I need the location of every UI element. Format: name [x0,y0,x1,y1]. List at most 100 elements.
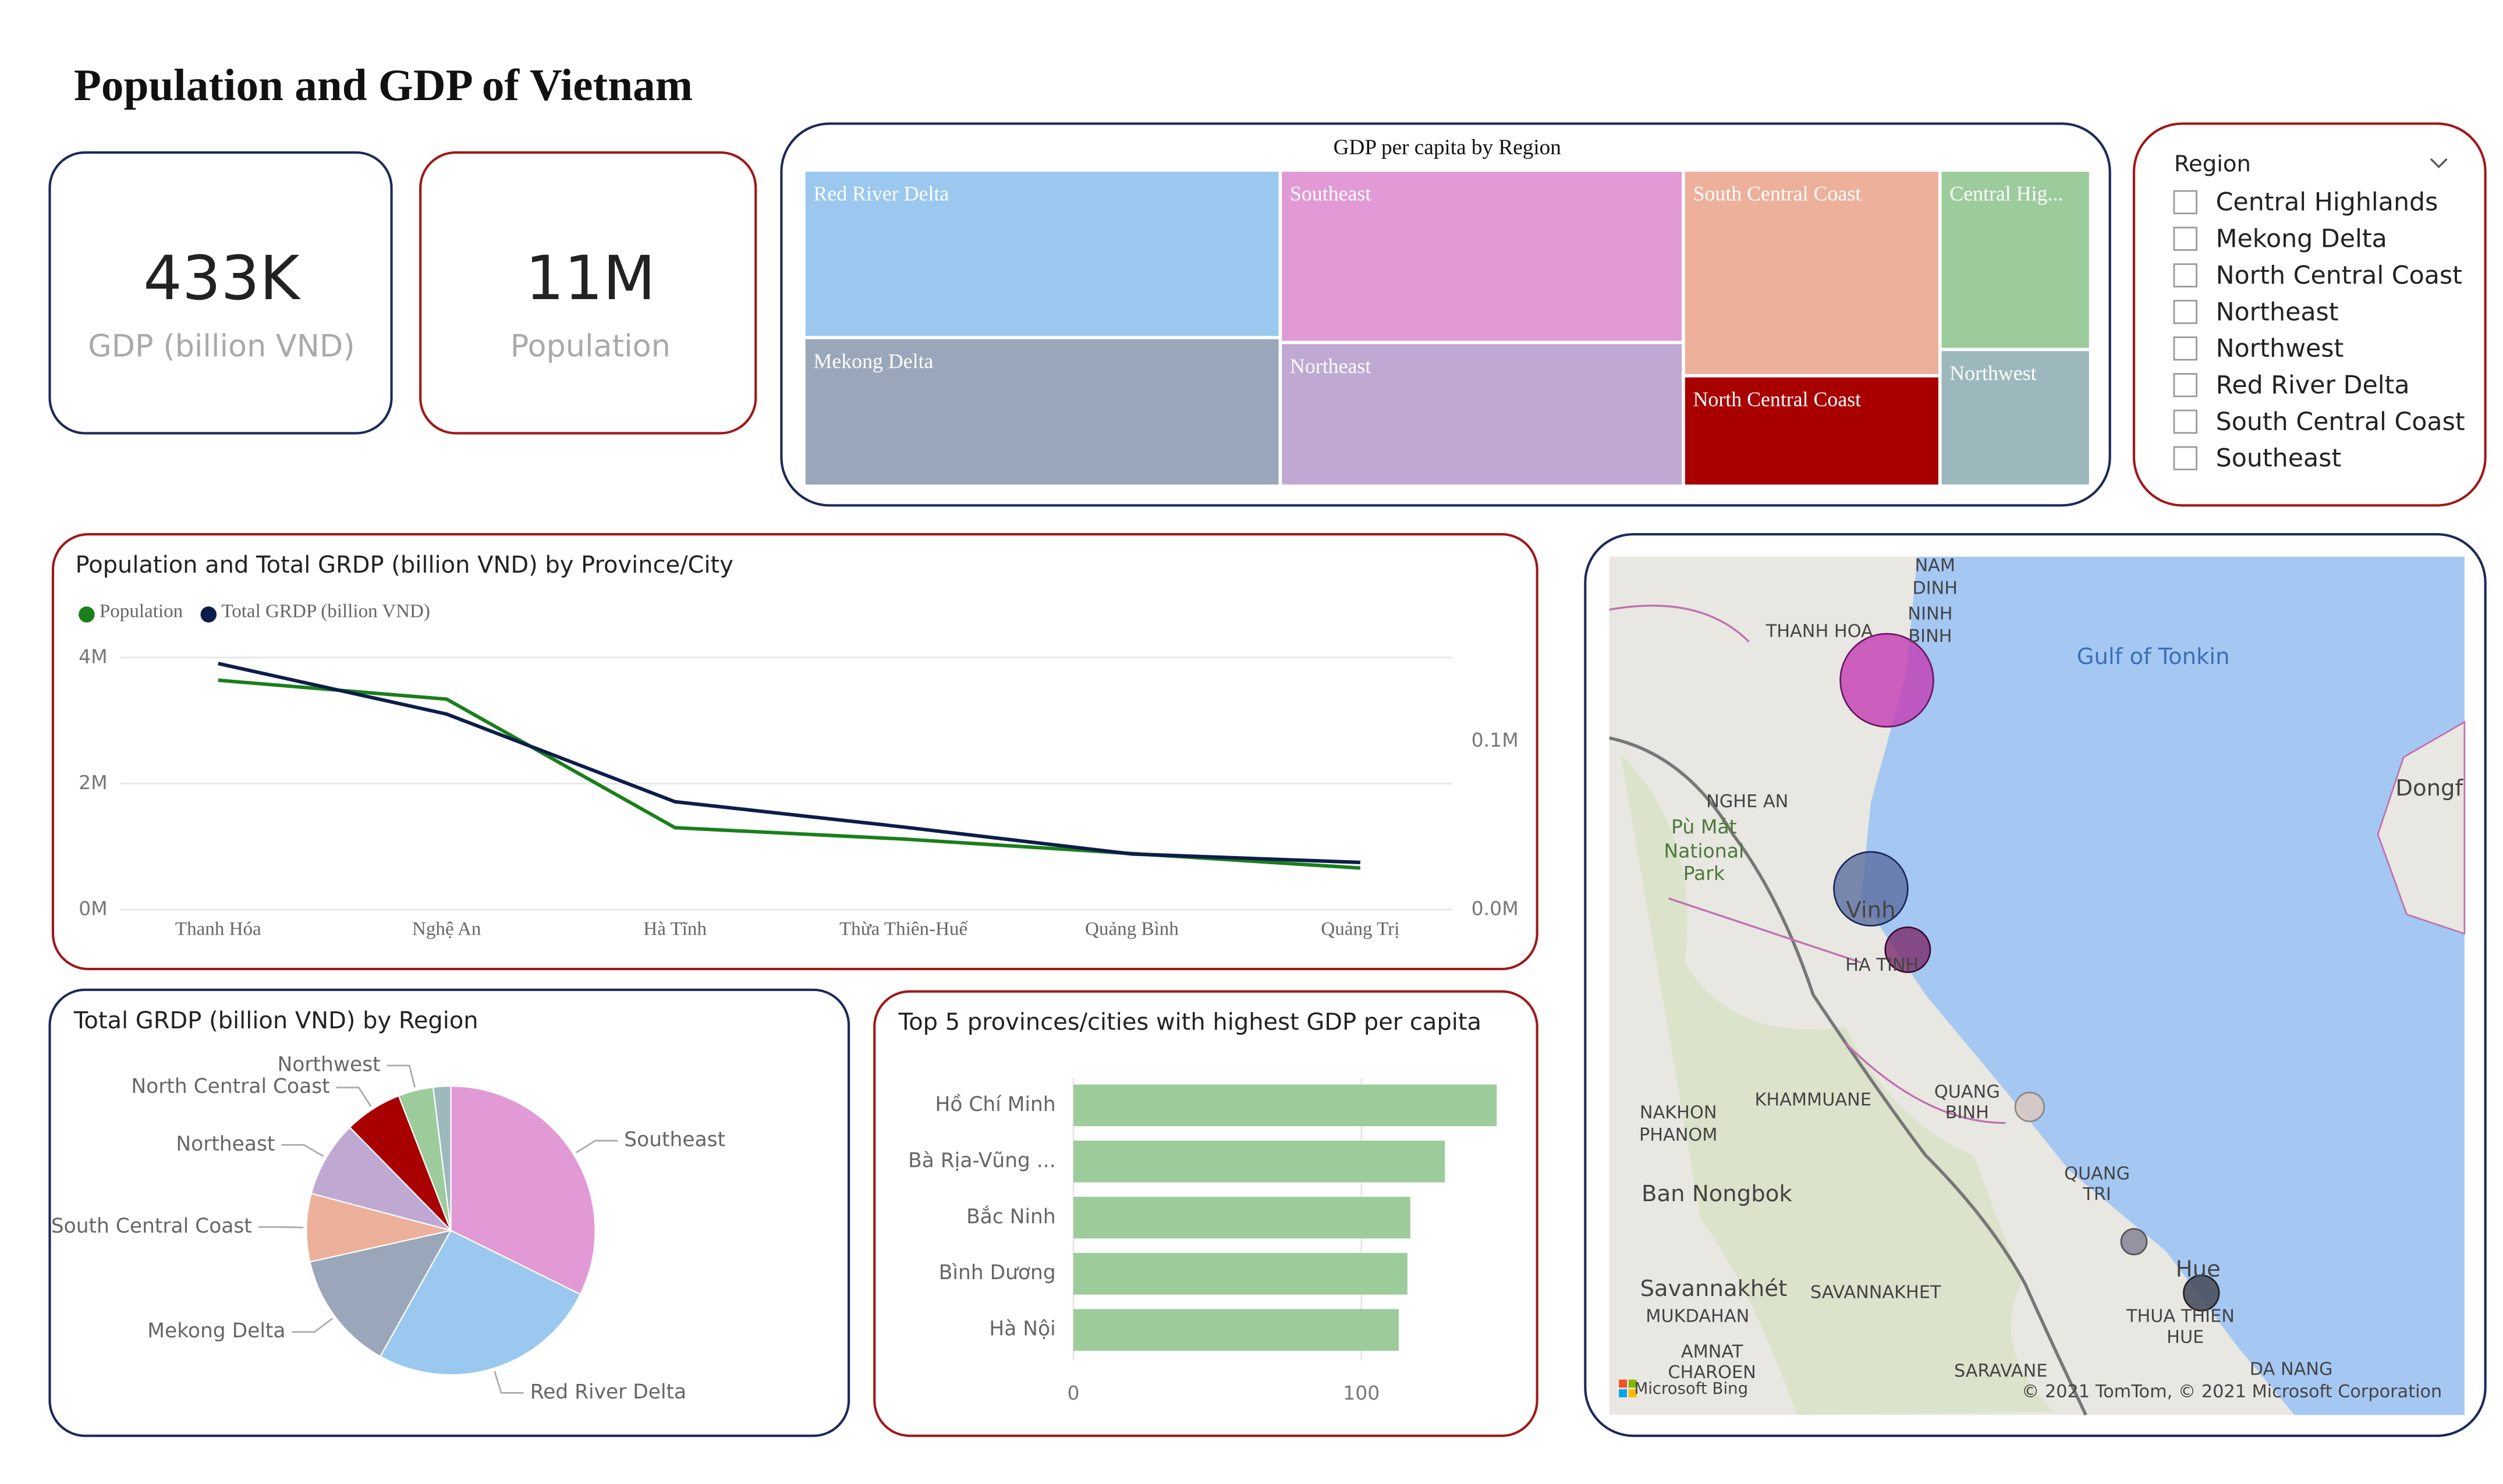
x-tick-label: Quảng Trị [1321,918,1399,939]
slicer-item[interactable]: Southeast [2216,444,2342,473]
pie-label: Southeast [624,1128,725,1152]
leader-line [576,1139,618,1153]
map [1609,556,2466,1416]
bing-logo [1628,1389,1637,1397]
leader-line [387,1064,416,1088]
card-value: 433K [143,243,301,314]
bar[interactable] [1073,1140,1445,1183]
map-label: Vinh [1846,897,1895,923]
bing-logo [1619,1389,1627,1397]
line-panel [51,532,1538,971]
map-bubble[interactable] [2014,1091,2045,1123]
map-label: Ban Nongbok [1642,1181,1792,1207]
legend-marker [79,606,95,623]
slicer-item[interactable]: Red River Delta [2216,371,2410,400]
bar-title: Top 5 provinces/cities with highest GDP … [898,1009,1481,1036]
slicer-item[interactable]: Mekong Delta [2216,225,2387,254]
x-tick-label: Quảng Bình [1085,918,1179,939]
x-tick-label: Thừa Thiên-Huế [839,918,969,939]
map-bubble[interactable] [1884,926,1931,973]
y2-tick-label: 0.0M [1472,897,1519,920]
pie-label: Northwest [278,1053,381,1076]
bar[interactable] [1073,1084,1497,1127]
map-sea [1861,556,2465,1415]
pie-slice[interactable] [379,1229,582,1376]
checkbox[interactable] [2173,300,2197,324]
map-label: © 2021 TomTom, © 2021 Microsoft Corporat… [2022,1382,2442,1402]
map-label: BINH [1908,626,1952,647]
pie-slice[interactable] [306,1192,451,1263]
slicer-item[interactable]: South Central Coast [2216,407,2465,436]
map-label: NAKHON [1640,1103,1717,1123]
map-label: PHANOM [1639,1125,1718,1145]
slicer-panel [2132,122,2487,507]
x-tick-label: 0 [1068,1382,1080,1404]
slicer-item[interactable]: North Central Coast [2216,261,2462,290]
map-label: Microsoft Bing [1634,1379,1748,1398]
map-terrain [1620,754,2054,1415]
bar[interactable] [1073,1252,1408,1295]
bar[interactable] [1073,1309,1399,1351]
pie-slice[interactable] [310,1126,453,1232]
map-label: NINH [1908,603,1952,624]
treemap-label: Northwest [1949,361,2036,385]
checkbox[interactable] [2173,263,2197,287]
map-bubble[interactable] [1839,633,1934,728]
map-island [2377,720,2466,935]
leader-line [336,1087,372,1107]
pie-label: Mekong Delta [147,1319,285,1343]
checkbox[interactable] [2173,373,2197,397]
pie-slice[interactable] [309,1229,452,1358]
slicer-item[interactable]: Northeast [2216,297,2339,326]
dropdown-chevron[interactable] [2430,158,2448,169]
treemap-label: Central Hig... [1949,182,2063,205]
y-tick-label: 4M [79,645,108,668]
treemap-label: North Central Coast [1693,388,1862,411]
treemap-tile[interactable] [1278,340,1685,488]
checkbox[interactable] [2173,336,2197,361]
bar[interactable] [1073,1197,1410,1239]
treemap-tile[interactable] [802,336,1282,488]
pie-slice[interactable] [432,1085,452,1231]
treemap-tile[interactable] [1938,347,2093,488]
map-label: QUANG [1934,1082,2000,1102]
x-tick-label: 100 [1343,1382,1380,1404]
map-label: NAM [1915,556,1955,576]
map-bubble[interactable] [1833,851,1909,926]
slicer-item[interactable]: Northwest [2216,334,2344,363]
pie-chart: Southeast Red River Delta Mekong Delta Sout… [51,1053,725,1403]
map-label: THUA THIEN [2126,1307,2235,1327]
checkbox[interactable] [2173,446,2197,471]
treemap: Red River Delta Mekong Delta Southeast Nort… [802,168,2093,488]
treemap-label: Northeast [1290,354,1371,378]
slicer-item[interactable]: Central Highlands [2216,188,2438,217]
treemap-title: GDP per capita by Region [1334,136,1562,159]
map-bubble[interactable] [2120,1228,2148,1256]
map-bubble[interactable] [2183,1274,2220,1312]
card-label: Population [510,328,671,364]
map-label: Gulf of Tonkin [2077,644,2230,670]
checkbox[interactable] [2173,190,2197,215]
card [419,151,757,435]
y-tick-label: Bình Dương [939,1261,1056,1284]
checkbox[interactable] [2173,409,2197,434]
map-label: Hue [2176,1256,2221,1283]
pie-slice[interactable] [450,1085,596,1295]
leader-line [258,1226,304,1229]
treemap-tile[interactable] [1938,168,2093,352]
map-label: TRI [2082,1184,2111,1205]
y-tick-label: Hồ Chí Minh [935,1093,1055,1116]
map-label: DA NANG [2250,1359,2333,1380]
map-label: NGHE AN [1706,791,1788,812]
map-label: Savannakhét [1640,1276,1787,1302]
leader-line [292,1318,333,1333]
line-title: Population and Total GRDP (billion VND) … [76,552,733,578]
slicer-title: Region [2174,151,2251,177]
map-label: Dongf [2395,775,2463,801]
treemap-tile[interactable] [1682,374,1942,488]
map-label: KHAMMUANE [1755,1090,1871,1110]
legend-marker [200,606,217,623]
checkbox[interactable] [2173,226,2197,251]
